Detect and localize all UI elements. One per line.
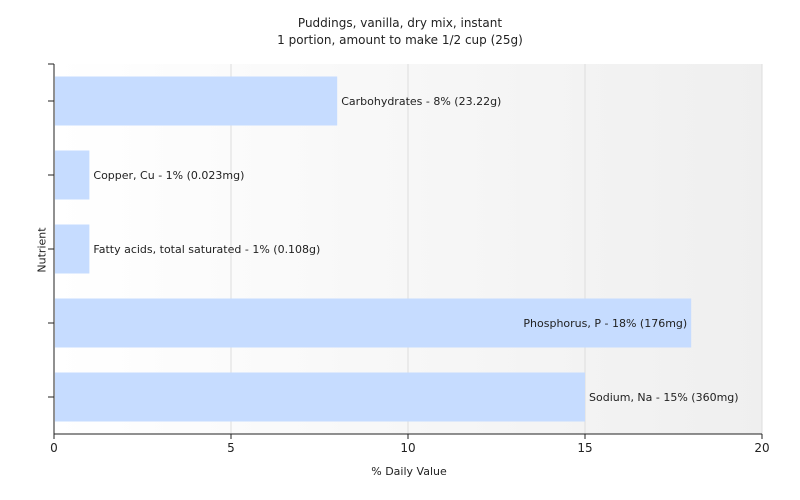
bar — [55, 372, 585, 422]
bar — [55, 298, 692, 348]
data-label: Carbohydrates - 8% (23.22g) — [341, 95, 501, 108]
data-label: Phosphorus, P - 18% (176mg) — [523, 317, 687, 330]
bar — [55, 76, 338, 126]
data-label: Copper, Cu - 1% (0.023mg) — [93, 169, 244, 182]
chart-title: Puddings, vanilla, dry mix, instant — [297, 16, 503, 30]
x-tick-label: 10 — [400, 441, 415, 455]
x-tick-label: 0 — [50, 441, 58, 455]
data-label: Sodium, Na - 15% (360mg) — [589, 391, 739, 404]
bar — [55, 224, 90, 274]
bar — [55, 150, 90, 200]
x-axis-label: % Daily Value — [371, 465, 447, 478]
data-label: Fatty acids, total saturated - 1% (0.108… — [93, 243, 320, 256]
chart-subtitle: 1 portion, amount to make 1/2 cup (25g) — [277, 33, 523, 47]
x-tick-label: 5 — [227, 441, 235, 455]
x-tick-label: 15 — [577, 441, 592, 455]
y-axis-label: Nutrient — [35, 227, 49, 273]
x-tick-label: 20 — [754, 441, 769, 455]
